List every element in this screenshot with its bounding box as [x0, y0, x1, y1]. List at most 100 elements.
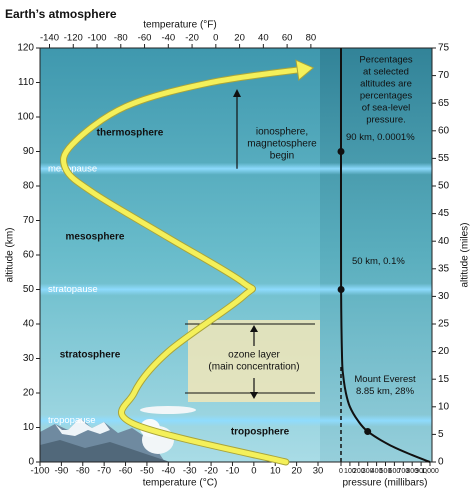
y-tick-label: 70	[23, 215, 35, 226]
y-tick-label: 120	[17, 43, 34, 54]
pressure-point-label: 90 km, 0.0001%	[346, 132, 415, 143]
y-tick-label: 30	[23, 353, 35, 364]
pressure-point-label: Mount Everest	[354, 374, 416, 385]
y2-tick-label: 70	[438, 70, 450, 81]
pressure-point	[337, 148, 345, 155]
pressure-note: of sea-level	[362, 103, 411, 114]
y-axis-label: altitude (km)	[5, 227, 16, 282]
x3-tick-label: 400	[371, 468, 383, 475]
boundary-label: stratopause	[48, 284, 98, 295]
x2-tick-label: -20	[185, 33, 199, 44]
x2-tick-label: 40	[258, 33, 269, 44]
y-tick-label: 40	[23, 319, 35, 330]
pressure-point-label: 50 km, 0.1%	[352, 256, 405, 267]
chart-title: Earth’s atmosphere	[5, 7, 117, 21]
layer-label: troposphere	[231, 427, 290, 438]
x2-tick-label: -140	[40, 33, 59, 44]
x-tick-label: -10	[226, 466, 240, 477]
y2-tick-label: 0	[438, 457, 444, 468]
layer-label: mesosphere	[66, 232, 125, 243]
y-tick-label: 80	[23, 181, 35, 192]
x3-tick-label: 800	[406, 468, 418, 475]
x2-tick-label: 20	[234, 33, 245, 44]
pressure-note: altitudes are	[360, 79, 412, 90]
cloud-anvil	[140, 406, 196, 414]
x3-tick-label: 200	[353, 468, 365, 475]
x-tick-label: -80	[76, 466, 90, 477]
x2-tick-label: -120	[64, 33, 83, 44]
x3-tick-label: 500	[380, 468, 392, 475]
y-tick-label: 90	[23, 146, 35, 157]
y2-tick-label: 15	[438, 374, 450, 385]
pressure-point	[337, 286, 345, 293]
x-tick-label: -40	[161, 466, 175, 477]
x2-tick-label: -100	[88, 33, 107, 44]
pressure-curve	[339, 47, 431, 463]
x-tick-label: -90	[55, 466, 69, 477]
x-tick-label: -70	[97, 466, 111, 477]
y-tick-label: 20	[23, 388, 35, 399]
y2-tick-label: 75	[438, 43, 450, 54]
temperature-arrowhead	[295, 59, 315, 81]
x-tick-label: -20	[204, 466, 218, 477]
y2-tick-label: 45	[438, 208, 450, 219]
x-tick-label: -60	[119, 466, 133, 477]
pressure-note: Percentages	[359, 55, 413, 66]
x-tick-label: -30	[183, 466, 197, 477]
x-tick-label: 0	[251, 466, 256, 477]
x3-tick-label: 700	[397, 468, 409, 475]
arrowhead	[233, 89, 241, 97]
x-tick-label: 20	[291, 466, 302, 477]
y2-tick-label: 65	[438, 98, 450, 109]
y-tick-label: 60	[23, 250, 35, 261]
x-tick-label: -50	[140, 466, 154, 477]
x2-tick-label: 60	[282, 33, 293, 44]
y2-axis-label: altitude (miles)	[460, 222, 471, 287]
x2-tick-label: -60	[138, 33, 152, 44]
x-tick-label: 10	[270, 466, 281, 477]
y-tick-label: 110	[18, 77, 34, 88]
y2-tick-label: 55	[438, 153, 450, 164]
y2-tick-label: 60	[438, 125, 450, 136]
x3-tick-label: 100	[344, 468, 356, 475]
arrowhead	[250, 325, 258, 332]
x2-axis-label: temperature (°F)	[143, 20, 216, 31]
y-tick-label: 0	[28, 457, 34, 468]
ionosphere-label: ionosphere,	[256, 127, 308, 138]
y2-tick-label: 30	[438, 291, 450, 302]
y2-tick-label: 40	[438, 236, 450, 247]
boundary-band	[40, 283, 432, 296]
ozone-label: (main concentration)	[208, 362, 299, 373]
layer-label: stratosphere	[60, 350, 121, 361]
layer-label: thermosphere	[97, 128, 164, 139]
pressure-background	[320, 48, 432, 462]
y2-tick-label: 25	[438, 319, 450, 330]
y2-tick-label: 35	[438, 263, 450, 274]
y-tick-label: 100	[17, 112, 34, 123]
y2-tick-label: 20	[438, 346, 450, 357]
pressure-note: percentages	[360, 91, 413, 102]
temperature-curve	[61, 66, 310, 465]
boundary-label: tropopause	[48, 415, 96, 426]
ionosphere-label: magnetosphere	[247, 139, 317, 150]
x3-tick-label: 300	[362, 468, 374, 475]
ionosphere-label: begin	[270, 151, 294, 162]
pressure-point	[364, 427, 372, 435]
y2-tick-label: 50	[438, 181, 450, 192]
mountain	[40, 440, 170, 462]
ozone-label: ozone layer	[228, 350, 280, 361]
pressure-point-label: 8.85 km, 28%	[356, 386, 415, 397]
x2-tick-label: -80	[114, 33, 128, 44]
x2-tick-label: 0	[213, 33, 218, 44]
y-tick-label: 50	[23, 284, 35, 295]
y2-tick-label: 10	[438, 401, 450, 412]
snow	[55, 418, 110, 436]
x3-tick-label: 600	[389, 468, 401, 475]
pressure-note: at selected	[363, 67, 409, 78]
boundary-label: mesopause	[48, 163, 97, 174]
y-tick-label: 10	[23, 422, 35, 433]
pressure-note: pressure.	[366, 115, 406, 126]
x3-axis-label: pressure (millibars)	[342, 478, 427, 489]
x3-tick-label: 900	[415, 468, 427, 475]
